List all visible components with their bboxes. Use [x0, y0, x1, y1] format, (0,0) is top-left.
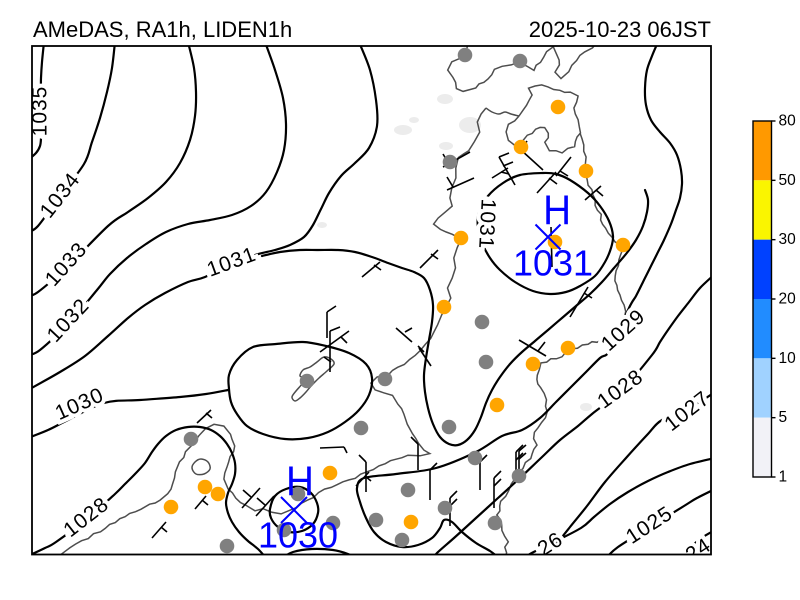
svg-text:80: 80 [779, 113, 797, 130]
svg-text:2025-10-23 06JST: 2025-10-23 06JST [529, 17, 711, 42]
svg-text:20: 20 [779, 291, 797, 308]
svg-text:5: 5 [779, 409, 788, 426]
svg-text:1: 1 [779, 469, 788, 486]
svg-text:H: H [286, 457, 314, 505]
svg-text:AMeDAS, RA1h, LIDEN1h: AMeDAS, RA1h, LIDEN1h [33, 17, 292, 42]
svg-text:1035: 1035 [29, 86, 52, 137]
svg-text:1031: 1031 [513, 243, 593, 284]
svg-text:50: 50 [779, 172, 797, 189]
svg-text:10: 10 [779, 350, 797, 367]
svg-text:30: 30 [779, 231, 797, 248]
svg-text:H: H [543, 186, 571, 234]
svg-text:1031: 1031 [474, 198, 500, 250]
svg-text:1030: 1030 [258, 515, 338, 556]
